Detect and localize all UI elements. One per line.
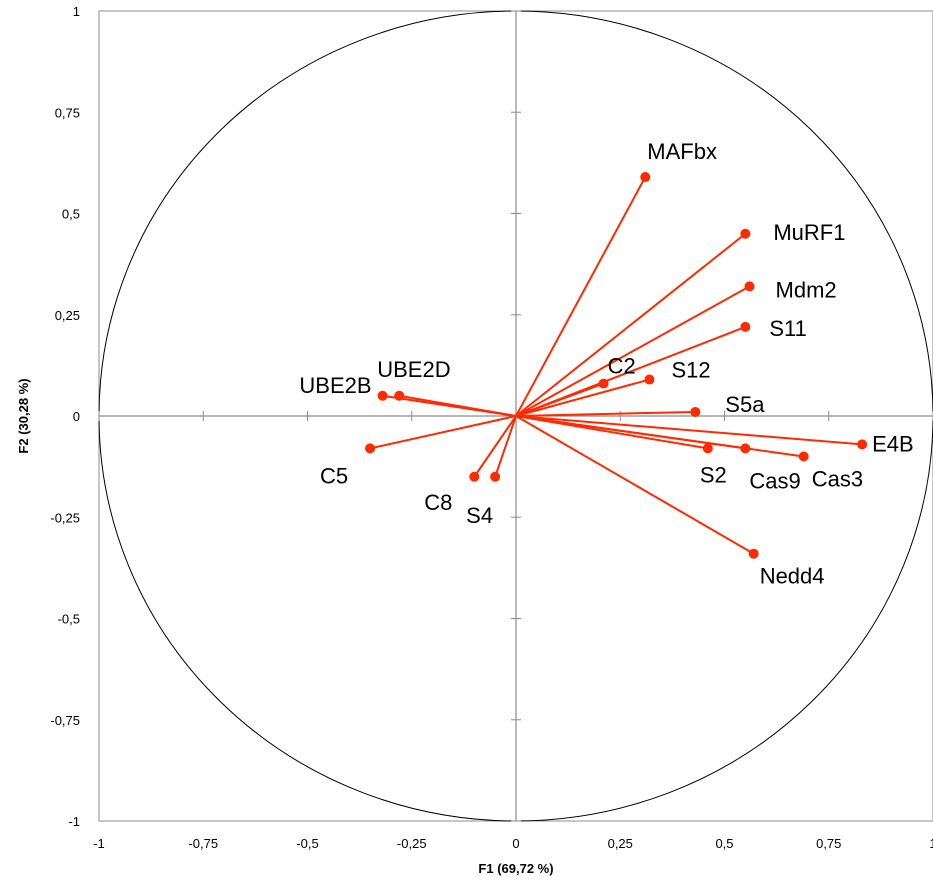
vector-line	[515, 415, 755, 555]
vector-line	[494, 415, 517, 478]
vector-line	[399, 394, 517, 417]
data-point	[748, 548, 759, 559]
point-label: Cas3	[812, 467, 863, 492]
point-label: Nedd4	[760, 564, 825, 589]
data-point	[857, 439, 868, 450]
point-label: C2	[608, 354, 636, 379]
x-tick-label: 0	[512, 836, 519, 851]
x-tick-label: 0,75	[816, 836, 841, 851]
point-label: S4	[466, 503, 493, 528]
y-tick-label: 0	[73, 409, 80, 424]
vector-line	[515, 415, 863, 446]
point-label: S11	[769, 316, 807, 341]
data-point	[798, 451, 809, 462]
data-point	[640, 172, 651, 183]
y-tick-label: -0,75	[50, 713, 80, 728]
x-tick-label: 0,5	[715, 836, 733, 851]
y-tick-label: 0,75	[55, 105, 80, 120]
y-tick-label: -1	[68, 814, 80, 829]
data-point	[644, 374, 655, 385]
data-point	[740, 443, 751, 454]
data-point	[490, 471, 501, 482]
point-label: S2	[700, 462, 727, 487]
point-label: MAFbx	[647, 139, 717, 164]
point-label: C8	[424, 490, 452, 515]
vector-line	[515, 176, 647, 417]
point-label: Cas9	[749, 468, 800, 493]
data-point	[690, 406, 701, 417]
point-label: UBE2B	[299, 373, 371, 398]
vector-line	[515, 382, 604, 417]
y-tick-label: -0,5	[58, 612, 80, 627]
labels-layer: MAFbx MuRF1 Mdm2 S11 C2 S12 S5a E4B S2 Cas9 Cas3 Ne…	[299, 139, 913, 589]
point-label: E4B	[872, 431, 914, 456]
y-tick-label: -0,25	[50, 510, 80, 525]
point-label: UBE2D	[377, 357, 450, 382]
y-axis-title: F2 (30,28 %)	[16, 378, 31, 453]
data-point	[598, 378, 609, 389]
data-point	[740, 321, 751, 332]
x-tick-label: -0,5	[296, 836, 318, 851]
x-tick-label: 1	[929, 836, 933, 851]
point-label: S12	[671, 358, 710, 383]
vector-line	[515, 415, 804, 458]
x-tick-label: -0,75	[188, 836, 218, 851]
vector-line	[515, 232, 746, 417]
data-point	[702, 443, 713, 454]
point-label: Mdm2	[776, 277, 837, 302]
x-tick-label: -0,25	[397, 836, 427, 851]
data-point	[394, 390, 405, 401]
ticks-layer: -1 -0,75 -0,5 -0,25 0 0,25 0,5 0,75 1 -1 -0,75 -0,5…	[50, 4, 933, 851]
data-point	[740, 228, 751, 239]
data-point	[744, 281, 755, 292]
y-tick-label: 0,5	[62, 207, 80, 222]
vector-line	[515, 285, 751, 417]
point-label: S5a	[725, 392, 765, 417]
points-layer	[365, 172, 868, 559]
vector-line	[473, 415, 517, 478]
vector-line	[515, 378, 650, 417]
point-label: MuRF1	[773, 220, 845, 245]
x-tick-label: -1	[93, 836, 105, 851]
vectors-layer	[369, 176, 863, 555]
y-tick-label: 1	[73, 4, 80, 19]
point-label: C5	[320, 463, 348, 488]
data-point	[469, 471, 480, 482]
data-point	[377, 390, 388, 401]
vector-line	[369, 415, 517, 450]
x-tick-label: 0,25	[608, 836, 633, 851]
y-tick-label: 0,25	[55, 308, 80, 323]
vector-line	[515, 410, 696, 417]
data-point	[365, 443, 376, 454]
x-axis-title: F1 (69,72 %)	[478, 861, 553, 876]
